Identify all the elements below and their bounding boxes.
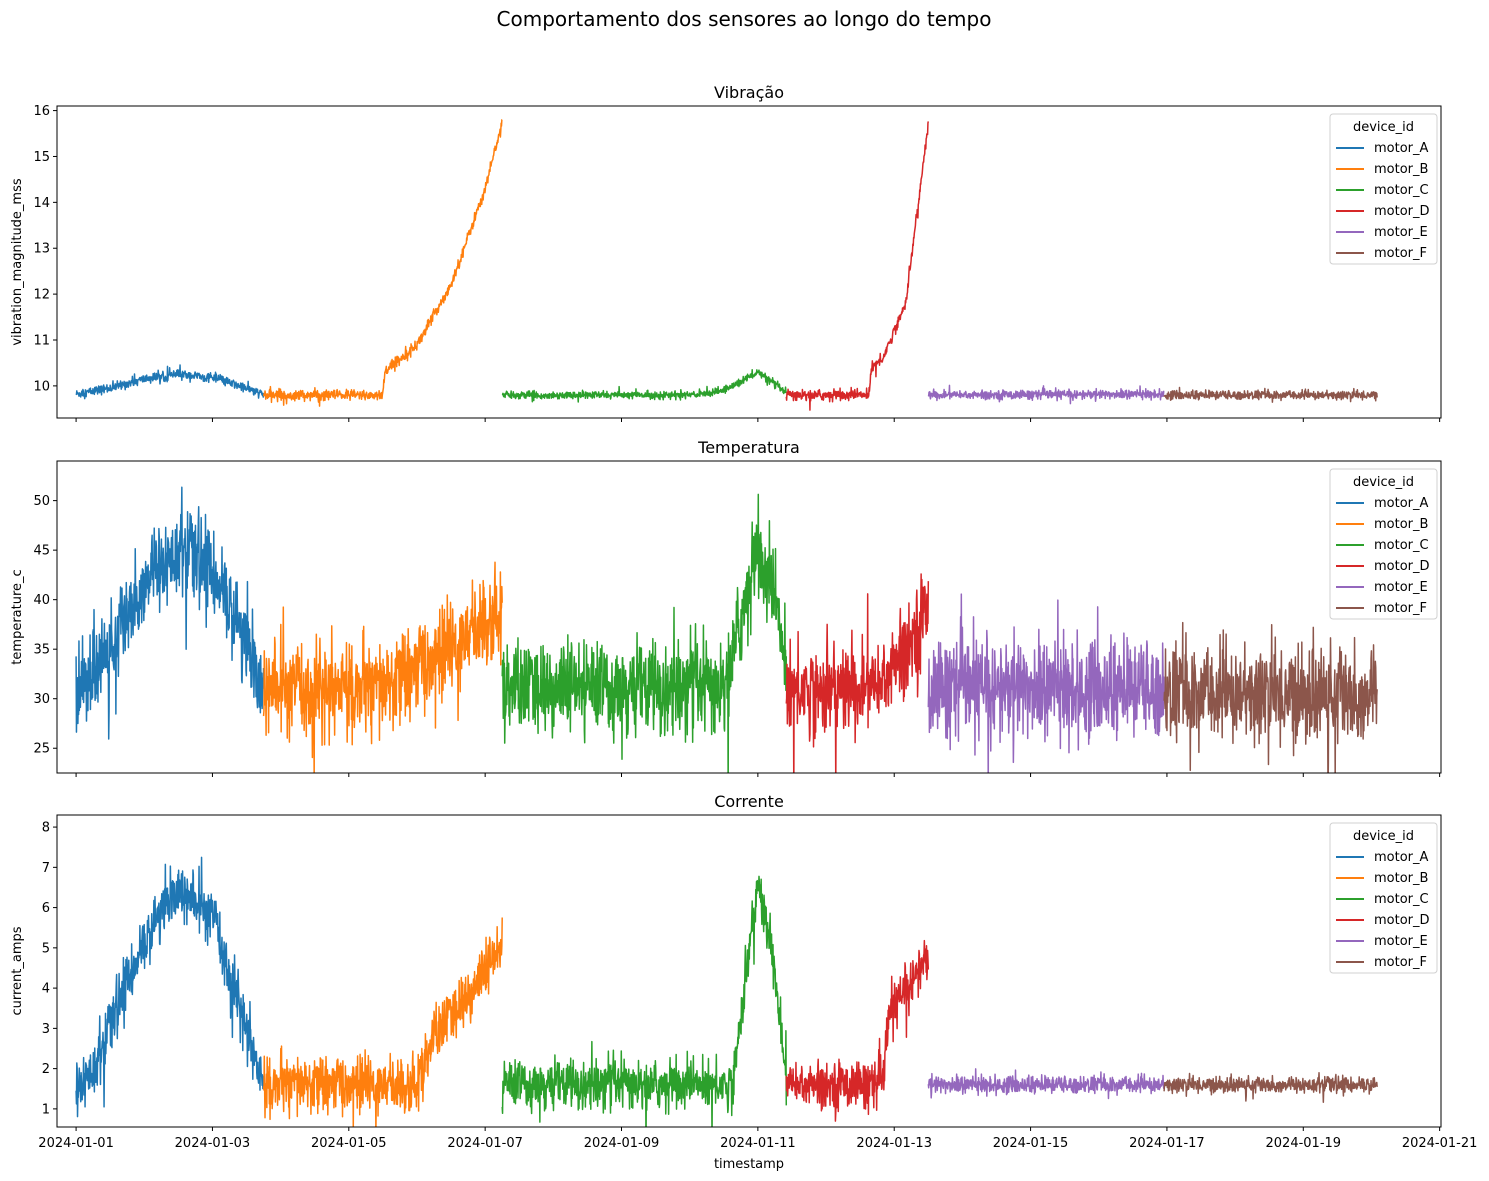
- y-tick-label: 4: [42, 982, 50, 997]
- series-line-motor_F: [1163, 386, 1378, 403]
- legend-entry-motor_B: motor_B: [1374, 162, 1428, 177]
- series-line-motor_C: [501, 493, 788, 773]
- legend-entry-motor_F: motor_F: [1374, 955, 1427, 970]
- legend-frame: [1329, 822, 1438, 974]
- series-lines: [75, 119, 1378, 411]
- legend-entry-motor_E: motor_E: [1374, 225, 1428, 240]
- x-tick-label: 2024-01-09: [584, 1136, 660, 1151]
- y-tick-label: 14: [33, 196, 50, 211]
- y-tick-label: 13: [33, 242, 50, 257]
- panel-title: Vibração: [714, 83, 784, 102]
- legend-title: device_id: [1353, 120, 1414, 135]
- y-tick-label: 3: [42, 1022, 50, 1037]
- legend-entry-motor_B: motor_B: [1374, 871, 1428, 886]
- y-axis-label: current_amps: [10, 926, 25, 1015]
- x-tick-label: 2024-01-11: [720, 1136, 796, 1151]
- y-tick-label: 7: [42, 861, 50, 876]
- axes-frame: [56, 105, 1442, 419]
- legend: device_id motor_A motor_B motor_C motor_Dmot…: [1329, 468, 1438, 620]
- y-tick-label: 25: [33, 742, 50, 757]
- y-tick-label: 15: [33, 150, 50, 165]
- legend: device_id motor_A motor_B motor_C motor_Dmot…: [1329, 113, 1438, 265]
- x-tick-label: 2024-01-01: [38, 1136, 114, 1151]
- y-axis-label: vibration_magnitude_mss: [10, 178, 25, 346]
- y-tick-label: 10: [33, 379, 50, 394]
- series-line-motor_A: [75, 856, 265, 1118]
- figure-suptitle: Comportamento dos sensores ao longo do t…: [497, 7, 992, 31]
- series-line-motor_B: [262, 119, 503, 407]
- legend-entry-motor_E: motor_E: [1374, 580, 1428, 595]
- x-tick-label: 2024-01-03: [175, 1136, 251, 1151]
- panel-title: Temperatura: [697, 438, 800, 457]
- series-line-motor_A: [75, 364, 265, 400]
- legend-entry-motor_F: motor_F: [1374, 601, 1427, 616]
- series-line-motor_D: [785, 573, 930, 773]
- legend-title: device_id: [1353, 829, 1414, 844]
- series-line-motor_E: [927, 593, 1165, 773]
- series-line-motor_B: [262, 561, 503, 773]
- series-line-motor_C: [501, 368, 787, 403]
- panel-3: Corrente current_amps 1 2 3 4 5 6 7 8 2024-01-01 20…: [10, 792, 1477, 1151]
- x-tick-label: 2024-01-05: [311, 1136, 387, 1151]
- legend: device_id motor_A motor_B motor_C motor_Dmot…: [1329, 822, 1438, 974]
- x-tick-label: 2024-01-13: [856, 1136, 932, 1151]
- series-lines: [75, 486, 1378, 773]
- y-tick-label: 40: [33, 593, 50, 608]
- legend-frame: [1329, 113, 1438, 265]
- legend-entry-motor_F: motor_F: [1374, 246, 1427, 261]
- y-tick-label: 12: [33, 288, 50, 303]
- y-tick-label: 45: [33, 544, 50, 559]
- x-tick-label: 2024-01-07: [447, 1136, 523, 1151]
- legend-entry-motor_A: motor_A: [1374, 141, 1429, 156]
- axes-frame: [56, 460, 1442, 774]
- panels-container: Vibraçãovibration_magnitude_mss101112131…: [10, 83, 1477, 1151]
- x-axis-label: timestamp: [714, 1157, 784, 1172]
- series-lines: [75, 856, 1378, 1127]
- y-tick-label: 35: [33, 643, 50, 658]
- legend-entry-motor_A: motor_A: [1374, 850, 1429, 865]
- x-tick-label: 2024-01-21: [1402, 1136, 1478, 1151]
- series-line-motor_B: [262, 917, 503, 1127]
- legend-entry-motor_D: motor_D: [1374, 559, 1430, 574]
- legend-entry-motor_A: motor_A: [1374, 496, 1429, 511]
- y-tick-label: 30: [33, 692, 50, 707]
- axes-frame: [56, 814, 1442, 1128]
- series-line-motor_D: [785, 121, 930, 411]
- series-line-motor_F: [1163, 1071, 1378, 1103]
- y-tick-label: 1: [42, 1102, 50, 1117]
- series-line-motor_E: [927, 1068, 1165, 1100]
- legend-entry-motor_C: motor_C: [1374, 183, 1429, 198]
- legend-frame: [1329, 468, 1438, 620]
- y-tick-label: 50: [33, 494, 50, 509]
- y-tick-label: 8: [42, 821, 50, 836]
- series-line-motor_D: [785, 939, 930, 1122]
- y-axis-label: temperature_c: [10, 569, 25, 664]
- legend-entry-motor_D: motor_D: [1374, 913, 1430, 928]
- panel-1: Vibração vibration_magnitude_mss 10 11 12 13 1…: [10, 83, 1442, 422]
- legend-entry-motor_E: motor_E: [1374, 934, 1428, 949]
- series-line-motor_C: [501, 875, 788, 1127]
- series-line-motor_F: [1163, 621, 1378, 773]
- panel-2: Temperatura temperature_c 25 30 35 40 45 50 devi…: [10, 438, 1442, 777]
- x-tick-label: 2024-01-19: [1266, 1136, 1342, 1151]
- legend-title: device_id: [1353, 475, 1414, 490]
- legend-entry-motor_D: motor_D: [1374, 204, 1430, 219]
- series-line-motor_A: [75, 486, 265, 740]
- legend-entry-motor_B: motor_B: [1374, 517, 1428, 532]
- y-tick-label: 2: [42, 1062, 50, 1077]
- series-line-motor_E: [927, 384, 1165, 405]
- panel-title: Corrente: [714, 792, 784, 811]
- x-tick-label: 2024-01-17: [1129, 1136, 1205, 1151]
- y-tick-label: 5: [42, 941, 50, 956]
- x-tick-label: 2024-01-15: [993, 1136, 1069, 1151]
- legend-entry-motor_C: motor_C: [1374, 892, 1429, 907]
- y-tick-label: 6: [42, 901, 50, 916]
- y-tick-label: 11: [33, 334, 50, 349]
- legend-entry-motor_C: motor_C: [1374, 538, 1429, 553]
- y-tick-label: 16: [33, 104, 50, 119]
